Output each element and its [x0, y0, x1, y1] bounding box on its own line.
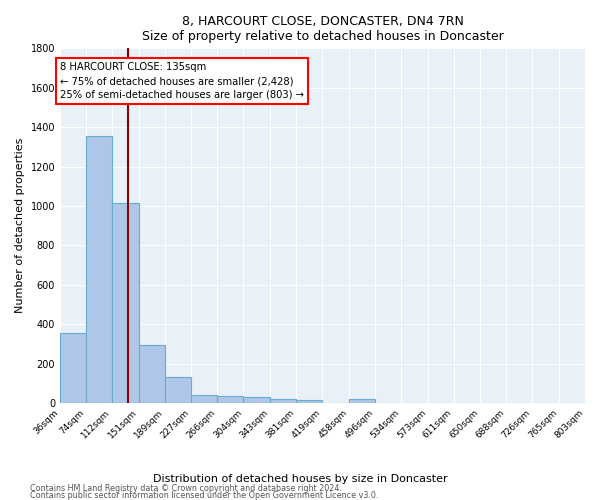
Y-axis label: Number of detached properties: Number of detached properties	[15, 138, 25, 314]
Bar	[296, 400, 322, 403]
Text: Contains public sector information licensed under the Open Government Licence v3: Contains public sector information licen…	[30, 492, 379, 500]
Bar	[165, 378, 191, 403]
Bar	[112, 203, 139, 403]
Title: 8, HARCOURT CLOSE, DONCASTER, DN4 7RN
Size of property relative to detached hous: 8, HARCOURT CLOSE, DONCASTER, DN4 7RN Si…	[142, 15, 503, 43]
Bar	[270, 399, 296, 403]
Bar	[139, 345, 165, 403]
Bar	[191, 395, 217, 403]
Bar	[349, 399, 375, 403]
Bar	[60, 333, 86, 403]
Bar	[244, 397, 270, 403]
Bar	[86, 136, 112, 403]
Text: 8 HARCOURT CLOSE: 135sqm
← 75% of detached houses are smaller (2,428)
25% of sem: 8 HARCOURT CLOSE: 135sqm ← 75% of detach…	[60, 62, 304, 100]
Text: Contains HM Land Registry data © Crown copyright and database right 2024.: Contains HM Land Registry data © Crown c…	[30, 484, 342, 493]
Bar	[217, 396, 244, 403]
Text: Distribution of detached houses by size in Doncaster: Distribution of detached houses by size …	[152, 474, 448, 484]
